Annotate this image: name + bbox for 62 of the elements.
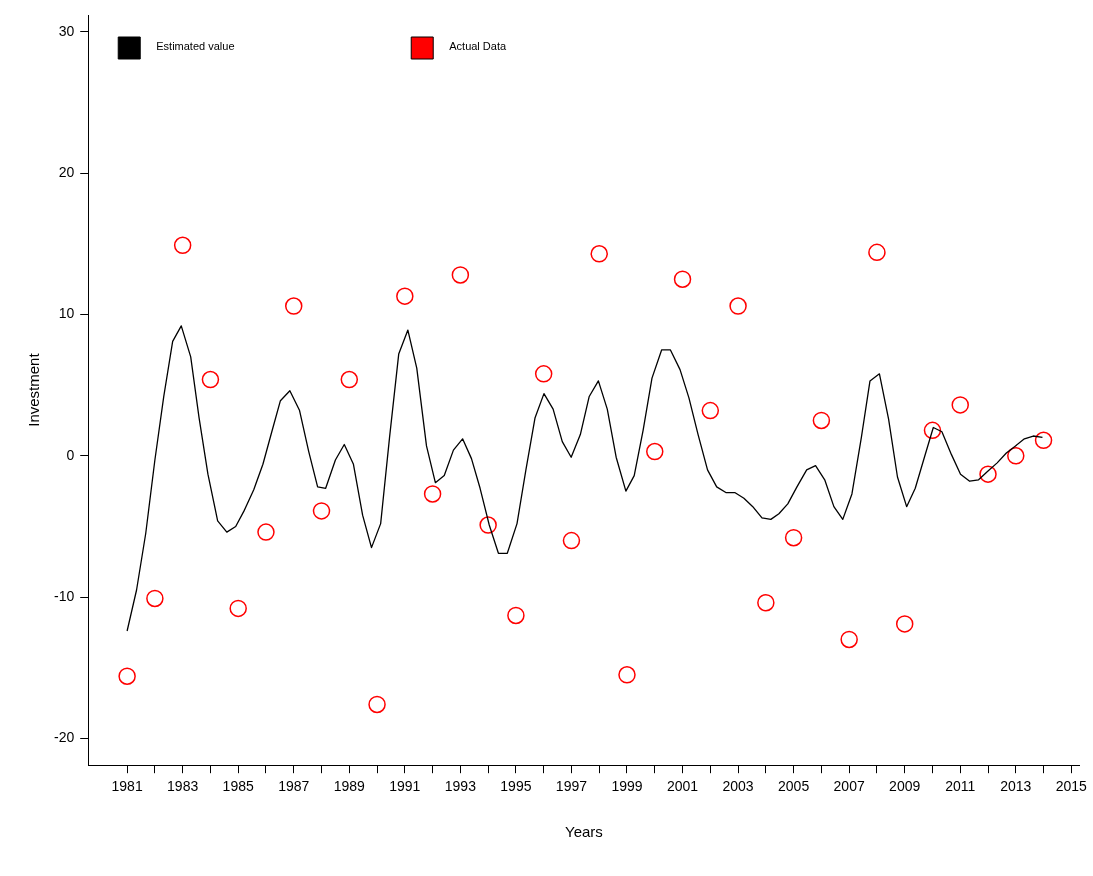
point	[340, 370, 359, 389]
x-tick-label: 2007	[833, 778, 865, 795]
point	[1034, 431, 1053, 450]
point	[784, 528, 803, 547]
y-tick-label: 20	[58, 164, 75, 181]
point	[118, 667, 136, 685]
point	[618, 666, 636, 684]
point	[840, 630, 858, 649]
point	[284, 297, 303, 315]
point	[562, 531, 581, 550]
point	[701, 401, 720, 420]
x-tick-label: 2005	[778, 778, 810, 795]
y-tick-label: 10	[58, 305, 75, 322]
x-tick-label: 1999	[611, 778, 643, 795]
x-tick-label: 2003	[722, 778, 754, 795]
point	[229, 599, 247, 618]
point	[312, 502, 331, 520]
point	[729, 297, 747, 315]
x-axis-title: Years	[565, 823, 603, 841]
x-tick-label: 2011	[945, 778, 976, 795]
x-tick-label: 1997	[555, 778, 588, 795]
x-tick-label: 1981	[111, 778, 143, 795]
x-tick-label: 1985	[222, 778, 254, 795]
y-tick-label: -10	[54, 587, 75, 604]
point	[479, 516, 497, 534]
x-tick-label: 2001	[666, 778, 699, 795]
point	[201, 370, 220, 389]
point	[757, 593, 775, 612]
point	[1007, 447, 1025, 465]
point	[507, 606, 525, 625]
point	[979, 465, 997, 483]
point	[923, 421, 942, 440]
x-tick-label: 1989	[333, 778, 366, 795]
legend-label: Estimated value	[156, 40, 235, 53]
x-tick-label: 1993	[444, 778, 477, 795]
point	[451, 266, 470, 284]
x-tick-label: 1983	[167, 778, 199, 795]
point	[396, 287, 414, 305]
legend-label: Actual Data	[449, 40, 507, 53]
point	[590, 245, 608, 263]
point	[368, 695, 386, 714]
point	[423, 485, 442, 503]
point	[673, 270, 692, 288]
point	[173, 236, 192, 255]
y-tick-label: 0	[66, 446, 75, 463]
point	[534, 365, 553, 383]
y-tick-label: -20	[54, 729, 75, 746]
x-tick-label: 1991	[389, 778, 421, 795]
x-tick-label: 2013	[1000, 778, 1032, 795]
point	[257, 523, 275, 541]
y-axis-title: Investment	[25, 352, 43, 427]
x-tick-label: 2009	[889, 778, 921, 795]
x-tick-label: 1987	[278, 778, 310, 795]
point	[146, 589, 164, 608]
point	[951, 396, 969, 414]
point	[895, 615, 914, 633]
point	[812, 411, 831, 430]
point	[868, 243, 886, 262]
point	[646, 442, 664, 461]
x-tick-label: 1995	[500, 778, 532, 795]
y-tick-label: 30	[58, 22, 75, 39]
x-tick-label: 2015	[1055, 778, 1088, 795]
